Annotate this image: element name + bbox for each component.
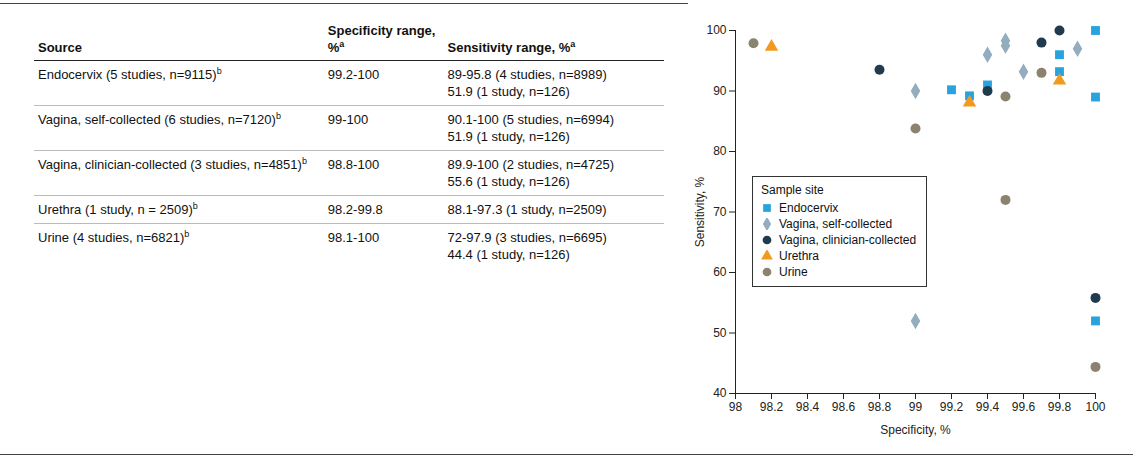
svg-text:80: 80 — [713, 144, 727, 158]
html-text:89-95.8 (4 studies, n=8989): 89-95.8 (4 studies, n=8989) — [447, 67, 607, 82]
svg-text:98: 98 — [729, 400, 743, 414]
html-text:72-97.9 (3 studies, n=6695): 72-97.9 (3 studies, n=6695) — [447, 230, 607, 245]
html-text:90.1-100 (5 studies, n=6994): 90.1-100 (5 studies, n=6994) — [447, 112, 615, 127]
svg-text:99.6: 99.6 — [1012, 400, 1036, 414]
svg-text:Specificity, %: Specificity, % — [880, 423, 951, 437]
svg-text:98.4: 98.4 — [796, 400, 820, 414]
html-text:98.8-100: 98.8-100 — [327, 157, 380, 172]
svg-text:100: 100 — [706, 23, 726, 37]
svg-text:100: 100 — [1085, 400, 1105, 414]
html-text:98.1-100: 98.1-100 — [327, 230, 380, 245]
svg-text:99.8: 99.8 — [1048, 400, 1072, 414]
html-text:Urine: Urine — [779, 265, 808, 279]
svg-text:98.2: 98.2 — [760, 400, 784, 414]
html-text:51.9 (1 study, n=126): 51.9 (1 study, n=126) — [447, 129, 570, 144]
html-text:Urethra: Urethra — [779, 249, 819, 263]
html-text:Vagina, clinician-collected: Vagina, clinician-collected — [779, 233, 917, 247]
html-text:Vagina, clinician-collected (3: Vagina, clinician-collected (3 studies, … — [38, 155, 307, 172]
svg-text:98.6: 98.6 — [832, 400, 856, 414]
svg-text:70: 70 — [713, 205, 727, 219]
html-text:Urine (4 studies, n=6821)b: Urine (4 studies, n=6821)b — [38, 228, 190, 245]
html-text:Endocervix: Endocervix — [779, 201, 839, 215]
svg-text:90: 90 — [713, 84, 727, 98]
svg-text:99.4: 99.4 — [976, 400, 1000, 414]
svg-text:99: 99 — [909, 400, 923, 414]
html-text:Specificity range, %a: Specificity range, %a — [327, 23, 436, 55]
html-text:Sensitivity range, %a: Sensitivity range, %a — [447, 38, 576, 55]
html-text:98.2-99.8: 98.2-99.8 — [327, 202, 383, 217]
svg-text:99.2: 99.2 — [940, 400, 964, 414]
html-text:44.4 (1 study, n=126): 44.4 (1 study, n=126) — [447, 247, 570, 262]
html-text:Vagina, self-collected (6 stud: Vagina, self-collected (6 studies, n=712… — [38, 110, 281, 127]
html-text:Endocervix (5 studies, n=9115): Endocervix (5 studies, n=9115)b — [38, 65, 222, 82]
html-text:99-100: 99-100 — [327, 112, 369, 127]
svg-text:Sensitivity, %: Sensitivity, % — [693, 176, 707, 247]
html-text:99.2-100: 99.2-100 — [327, 67, 380, 82]
html-text:Vagina, self-collected: Vagina, self-collected — [779, 217, 893, 231]
html-text:88.1-97.3 (1 study, n=2509): 88.1-97.3 (1 study, n=2509) — [447, 202, 607, 217]
svg-text:98.8: 98.8 — [868, 400, 892, 414]
svg-text:60: 60 — [713, 265, 727, 279]
html-text:Urethra (1 study, n = 2509)b: Urethra (1 study, n = 2509)b — [38, 200, 198, 217]
html-text:89.9-100 (2 studies, n=4725): 89.9-100 (2 studies, n=4725) — [447, 157, 615, 172]
svg-text:40: 40 — [713, 386, 727, 400]
html-text:Source: Source — [38, 40, 83, 55]
html-text:55.6 (1 study, n=126): 55.6 (1 study, n=126) — [447, 174, 570, 189]
html-text:51.9 (1 study, n=126): 51.9 (1 study, n=126) — [447, 84, 570, 99]
svg-text:50: 50 — [713, 326, 727, 340]
html-text:Sample site: Sample site — [761, 183, 824, 197]
